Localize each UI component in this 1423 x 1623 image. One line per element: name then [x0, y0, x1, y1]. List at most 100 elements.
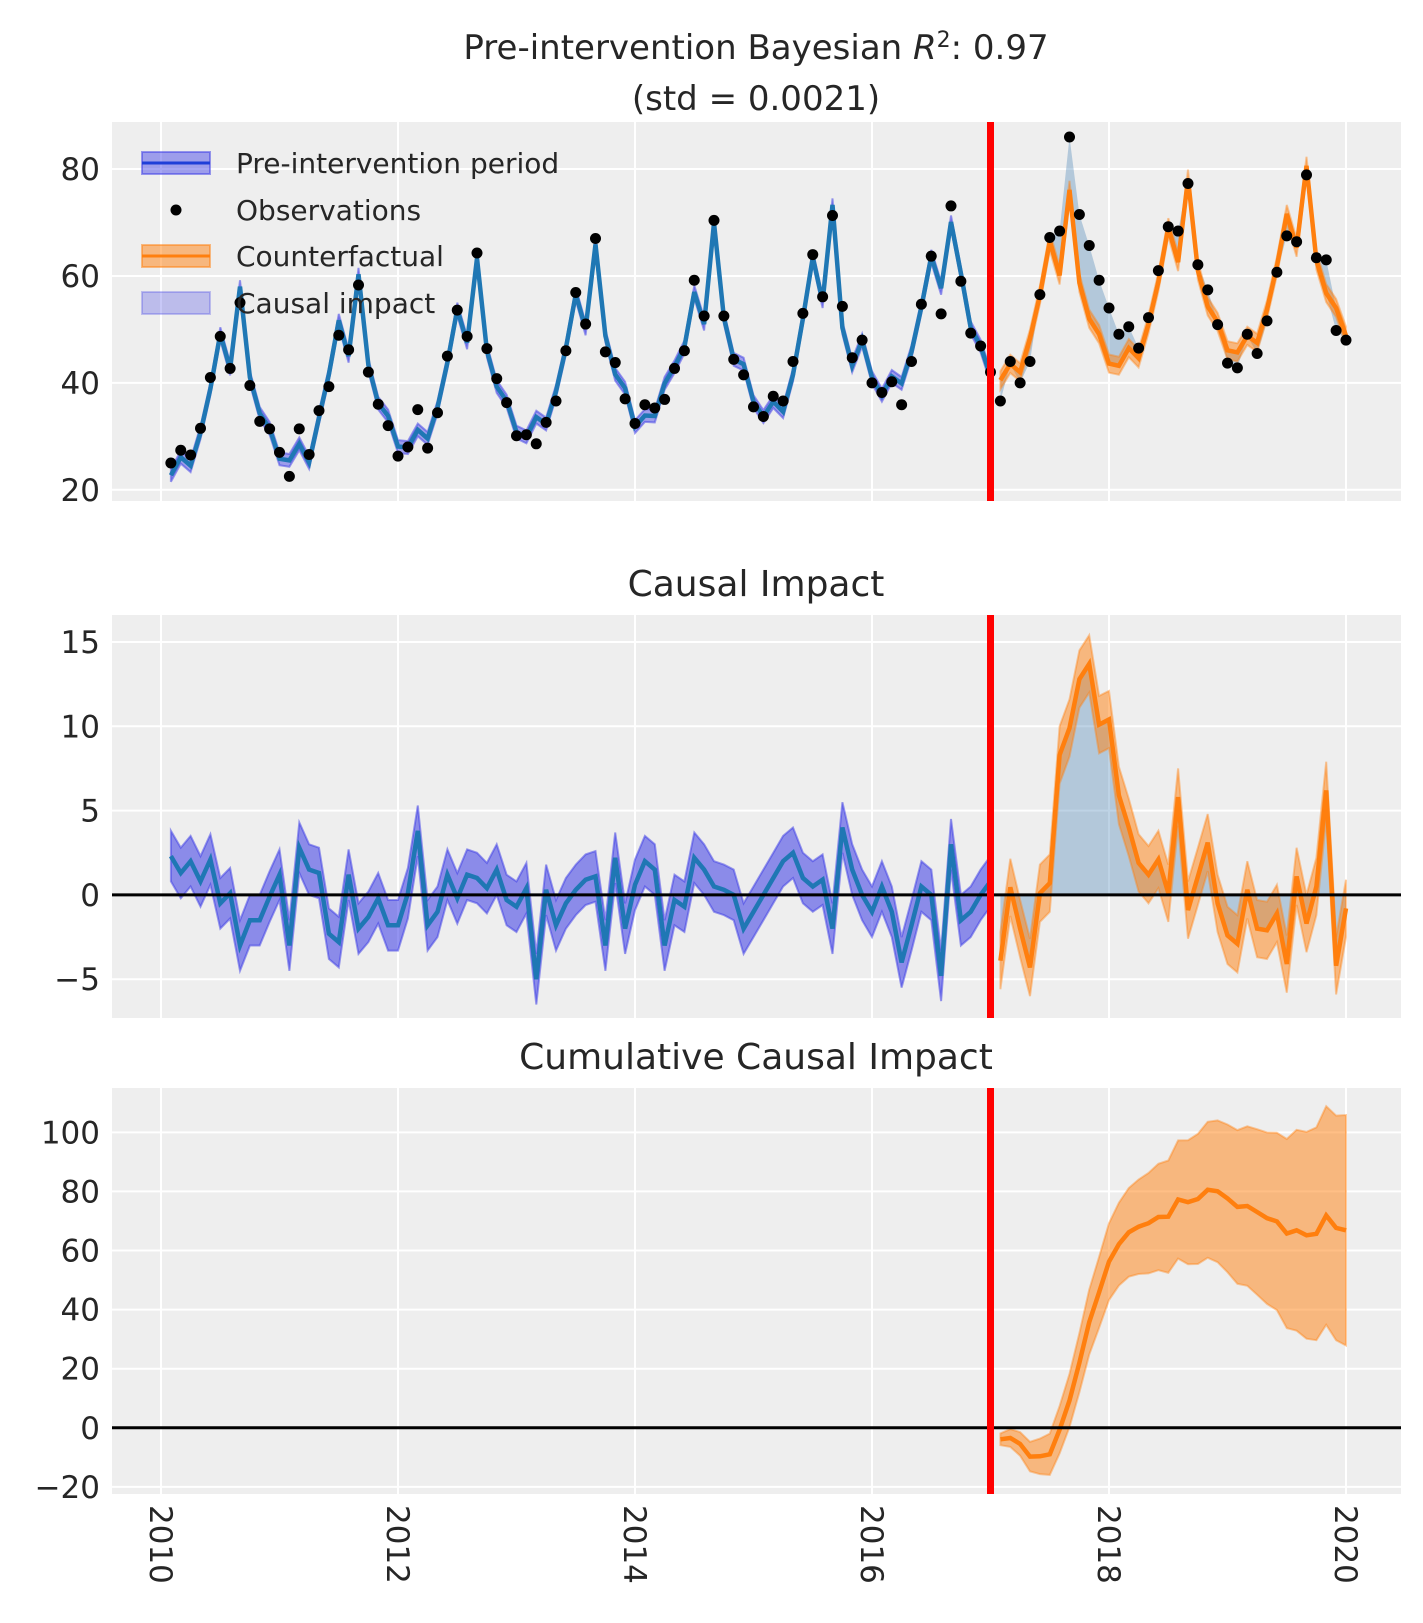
x-tick-label: 2016 — [853, 1505, 889, 1584]
observation-point — [708, 214, 720, 226]
observation-point — [1143, 312, 1154, 324]
y-tick-label: 20 — [61, 1352, 100, 1388]
observation-point — [955, 275, 967, 287]
y-tick-label: 10 — [61, 709, 100, 745]
observation-point — [540, 416, 552, 428]
observation-point — [293, 423, 305, 435]
x-tick-label: 2020 — [1327, 1505, 1363, 1584]
observation-point — [392, 450, 404, 462]
observation-point — [945, 200, 957, 212]
observation-point — [856, 334, 868, 346]
observation-point — [422, 442, 434, 454]
observation-point — [866, 377, 878, 389]
observation-point — [767, 390, 779, 402]
pre-impact-line — [168, 826, 993, 980]
observation-point — [234, 297, 246, 309]
observation-point — [382, 420, 394, 432]
observation-point — [1310, 252, 1322, 264]
observation-point — [185, 449, 197, 461]
observation-point — [925, 250, 937, 262]
observation-point — [1103, 302, 1115, 314]
post-impact-band — [999, 632, 1347, 997]
observation-point — [491, 373, 503, 385]
observation-point — [1113, 328, 1125, 340]
observation-point — [659, 393, 671, 405]
observation-point — [1192, 259, 1204, 271]
observation-point — [481, 343, 493, 355]
observation-point — [1064, 131, 1075, 143]
observation-point — [896, 399, 908, 411]
observation-point — [639, 399, 651, 411]
panel-title: Cumulative Causal Impact — [519, 1037, 993, 1078]
observation-point — [1281, 230, 1293, 242]
observation-point — [1340, 334, 1352, 346]
y-tick-label: 40 — [61, 366, 100, 402]
title-part-prefix: Pre-intervention Bayesian — [463, 28, 913, 68]
observation-point — [599, 346, 611, 358]
observation-point — [1330, 324, 1342, 336]
observation-point — [629, 417, 641, 429]
observation-point — [1034, 289, 1046, 301]
observation-point — [876, 386, 888, 398]
observation-point — [619, 393, 631, 405]
observation-point — [678, 345, 690, 357]
title-part-sup: 2 — [937, 28, 951, 53]
observation-point — [530, 438, 542, 450]
observation-point — [353, 279, 364, 291]
observation-point — [1231, 362, 1243, 374]
observation-point — [1182, 177, 1194, 189]
observation-point — [451, 304, 463, 316]
observation-point — [609, 357, 621, 369]
y-tick-label: 40 — [61, 1293, 100, 1329]
cumulative-impact-line — [1000, 1187, 1347, 1459]
x-tick-label: 2018 — [1090, 1505, 1126, 1584]
observation-point — [323, 381, 335, 393]
observation-point — [787, 355, 799, 367]
observation-point — [994, 395, 1006, 407]
observation-point — [372, 398, 384, 410]
legend-label: Causal impact — [236, 287, 435, 320]
y-tick-label: −20 — [35, 1470, 100, 1506]
cumulative-impact-band — [999, 1104, 1347, 1476]
x-tick-label: 2010 — [142, 1505, 178, 1584]
y-tick-label: 5 — [80, 794, 100, 830]
observation-point — [817, 291, 829, 303]
observation-point — [412, 404, 424, 416]
observation-point — [1222, 357, 1233, 369]
y-tick-label: 100 — [41, 1115, 100, 1151]
observation-point — [432, 407, 443, 419]
observation-point — [1133, 342, 1145, 354]
y-tick-label: 0 — [80, 878, 100, 914]
title-part-r: R — [913, 28, 937, 68]
observation-point — [362, 366, 374, 378]
observation-point — [1301, 169, 1312, 181]
observation-point — [1202, 284, 1214, 296]
observation-point — [1044, 231, 1056, 243]
causal-impact-area — [1000, 663, 1346, 968]
observation-point — [718, 310, 730, 322]
observation-point — [402, 441, 414, 453]
observation-point — [264, 423, 276, 435]
observation-point — [511, 430, 522, 442]
observation-point — [965, 327, 977, 339]
observation-point — [807, 249, 819, 261]
observation-point — [570, 287, 582, 299]
legend-observations-marker — [170, 204, 182, 216]
y-tick-label: −5 — [54, 962, 100, 998]
observation-point — [1004, 355, 1016, 367]
observation-point — [1024, 355, 1036, 367]
observation-point — [1291, 236, 1303, 248]
observation-point — [906, 355, 917, 367]
y-tick-label: 60 — [61, 1234, 100, 1270]
observation-point — [1172, 225, 1184, 237]
legend-label: Counterfactual — [236, 240, 444, 273]
observation-point — [1083, 239, 1095, 251]
observation-point — [757, 411, 769, 423]
post-impact-line — [998, 657, 1349, 968]
observation-point — [590, 233, 601, 245]
observation-point — [441, 350, 453, 362]
observation-point — [1054, 225, 1066, 237]
x-tick-label: 2012 — [379, 1505, 415, 1584]
observation-point — [649, 402, 661, 414]
